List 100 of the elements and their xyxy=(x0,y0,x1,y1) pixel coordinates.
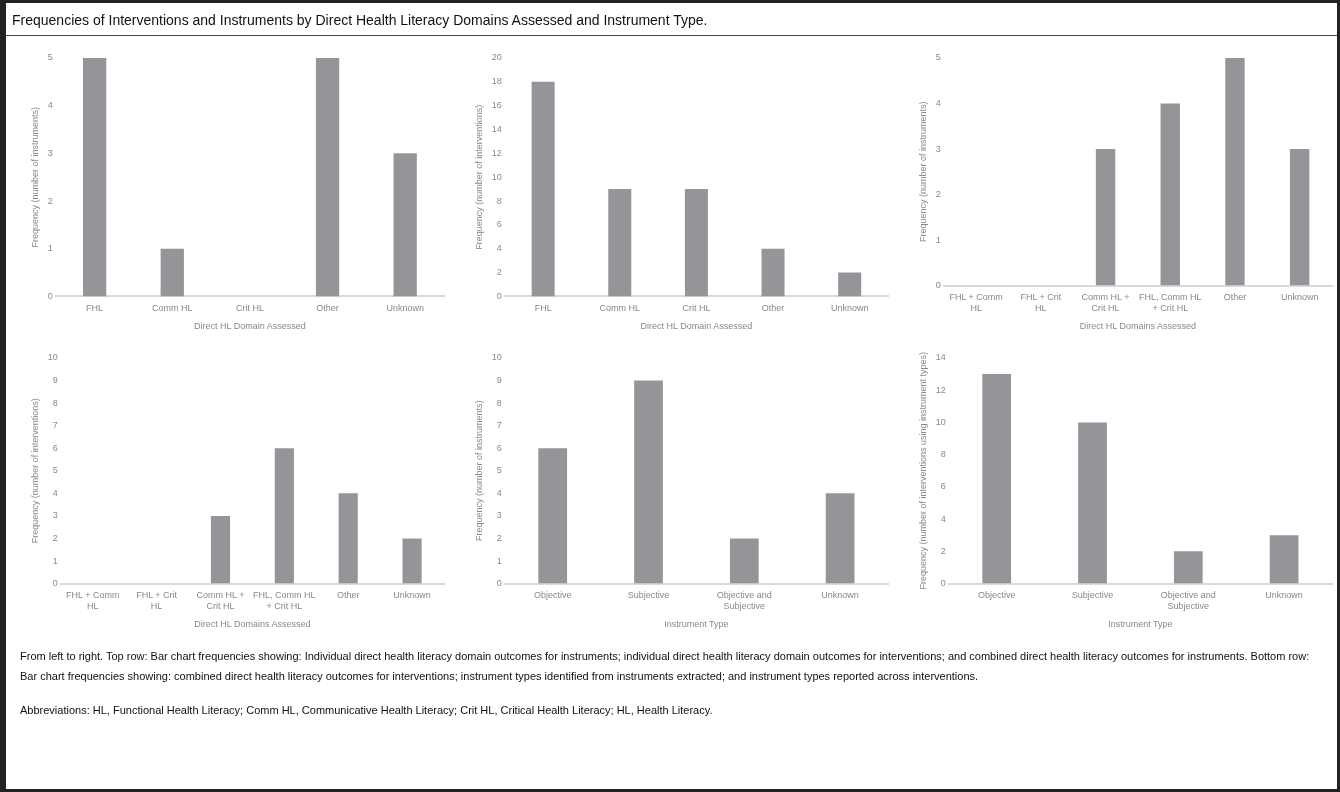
y-tick-label: 4 xyxy=(47,100,53,111)
bar xyxy=(1225,58,1245,286)
y-tick-label: 6 xyxy=(496,219,502,230)
y-tick-label: 4 xyxy=(52,487,58,498)
y-tick-label: 12 xyxy=(935,384,946,395)
bar xyxy=(1095,149,1116,286)
x-tick-label: Objective xyxy=(533,590,572,601)
x-tick-label: FHL + Crit HL xyxy=(1020,292,1062,314)
x-tick-label: Objective xyxy=(977,590,1016,601)
x-tick-label: Unknown xyxy=(830,303,869,314)
y-tick-label: 5 xyxy=(47,52,53,63)
y-tick-label: 7 xyxy=(496,420,502,431)
bar xyxy=(82,58,107,297)
y-tick-label: 4 xyxy=(940,513,946,524)
y-tick-label: 14 xyxy=(935,352,946,363)
y-tick-label: 0 xyxy=(940,578,946,589)
x-tick-label: Crit HL xyxy=(235,303,264,314)
y-tick-label: 10 xyxy=(935,416,946,427)
y-axis-title: Frequency (number of interventions) xyxy=(29,398,40,544)
y-tick-label: 5 xyxy=(496,465,502,476)
y-tick-label: 9 xyxy=(52,375,58,386)
bar xyxy=(315,58,340,297)
y-tick-label: 1 xyxy=(496,555,502,566)
y-tick-label: 4 xyxy=(496,243,502,254)
x-axis-title: Direct HL Domain Assessed xyxy=(640,321,753,332)
bar xyxy=(1078,422,1107,584)
x-tick-label: Other xyxy=(336,590,360,601)
bar xyxy=(982,374,1012,584)
x-tick-label: Subjective xyxy=(627,590,670,601)
y-tick-label: 3 xyxy=(496,510,502,521)
y-tick-label: 0 xyxy=(52,578,58,589)
y-tick-label: 1 xyxy=(47,243,53,254)
bar xyxy=(538,448,568,584)
x-tick-label: Comm HL + Crit HL xyxy=(196,590,245,612)
x-tick-label: FHL + Comm HL xyxy=(66,590,120,612)
x-tick-label: FHL xyxy=(534,303,552,314)
y-axis-title: Frequency (number of instruments) xyxy=(29,106,40,248)
y-axis-title: Frequency (number of interventions using instrument types) xyxy=(917,351,928,590)
y-axis-title: Frequency (number of instruments) xyxy=(917,101,928,243)
bar xyxy=(531,81,555,297)
y-tick-label: 16 xyxy=(491,100,502,111)
x-tick-label: Unknown xyxy=(386,303,424,314)
x-tick-label: Comm HL + Crit HL xyxy=(1081,292,1130,314)
x-tick-label: Unknown xyxy=(821,590,859,601)
bar xyxy=(160,248,184,297)
y-tick-label: 3 xyxy=(52,510,58,521)
y-tick-label: 3 xyxy=(47,147,53,158)
y-tick-label: 0 xyxy=(496,290,502,301)
y-tick-label: 1 xyxy=(935,234,941,245)
y-tick-label: 2 xyxy=(496,532,502,543)
x-tick-label: FHL xyxy=(86,303,104,314)
y-tick-label: 10 xyxy=(491,352,502,363)
y-tick-label: 8 xyxy=(496,397,502,408)
bar xyxy=(210,515,231,584)
y-tick-label: 4 xyxy=(496,487,502,498)
x-axis-title: Direct HL Domain Assessed xyxy=(194,321,306,332)
y-tick-label: 0 xyxy=(47,290,53,301)
y-tick-label: 7 xyxy=(52,420,58,431)
y-tick-label: 2 xyxy=(940,545,946,556)
y-tick-label: 20 xyxy=(491,52,502,63)
x-tick-label: Crit HL xyxy=(682,303,711,314)
y-tick-label: 3 xyxy=(935,143,941,154)
bar xyxy=(634,380,663,584)
bar xyxy=(838,272,862,297)
y-tick-label: 5 xyxy=(935,52,941,63)
x-tick-label: FHL, Comm HL + Crit HL xyxy=(1138,292,1202,314)
y-tick-label: 2 xyxy=(47,195,53,206)
y-tick-label: 12 xyxy=(491,147,502,158)
y-axis-title: Frequency (number of interventions) xyxy=(473,104,484,250)
y-tick-label: 5 xyxy=(52,465,58,476)
bar xyxy=(608,189,632,297)
y-tick-label: 2 xyxy=(496,267,502,278)
y-tick-label: 4 xyxy=(935,98,941,108)
x-axis-title: Instrument Type xyxy=(664,619,729,630)
x-axis-title: Direct HL Domains Assessed xyxy=(194,619,311,630)
bar xyxy=(393,153,417,297)
x-tick-label: Subjective xyxy=(1071,590,1114,601)
x-tick-label: Other xyxy=(316,303,339,314)
y-tick-label: 6 xyxy=(52,442,58,453)
y-tick-label: 6 xyxy=(496,442,502,453)
x-tick-label: FHL, Comm HL + Crit HL xyxy=(253,590,316,612)
bar xyxy=(338,493,358,584)
bar xyxy=(1160,103,1180,286)
y-tick-label: 9 xyxy=(496,375,502,386)
x-tick-label: Unknown xyxy=(1265,590,1303,601)
bar xyxy=(1173,551,1203,584)
y-tick-label: 8 xyxy=(52,397,58,408)
chart-title: Frequencies of Interventions and Instruments by Direct Health Literacy Domains Assessed and Instrument Type. xyxy=(6,3,1337,36)
bar xyxy=(684,189,708,297)
y-tick-label: 6 xyxy=(940,481,946,492)
y-tick-label: 2 xyxy=(935,189,941,200)
bar xyxy=(729,538,759,584)
y-axis-title: Frequency (number of instruments) xyxy=(473,400,484,542)
bar xyxy=(402,538,422,584)
x-tick-label: Objective and Subjective xyxy=(1160,590,1216,612)
text: From left to right. Top row: Bar chart frequencies showing: Individual direct health literacy domain outcomes for instruments; individual direct health literacy domain outcomes for interventions; and combined direct health literacy outcomes for instruments. Bottom row: Bar chart frequencies showing: combined direct health literacy outcomes for interventions; instrument types identified from instruments extracted; and instrument types reported across interventions. xyxy=(20,649,1311,684)
x-tick-label: Unknown xyxy=(1280,292,1319,303)
bar xyxy=(1269,535,1299,584)
x-tick-label: Comm HL xyxy=(599,303,641,314)
x-tick-label: FHL + Comm HL xyxy=(949,292,1003,314)
